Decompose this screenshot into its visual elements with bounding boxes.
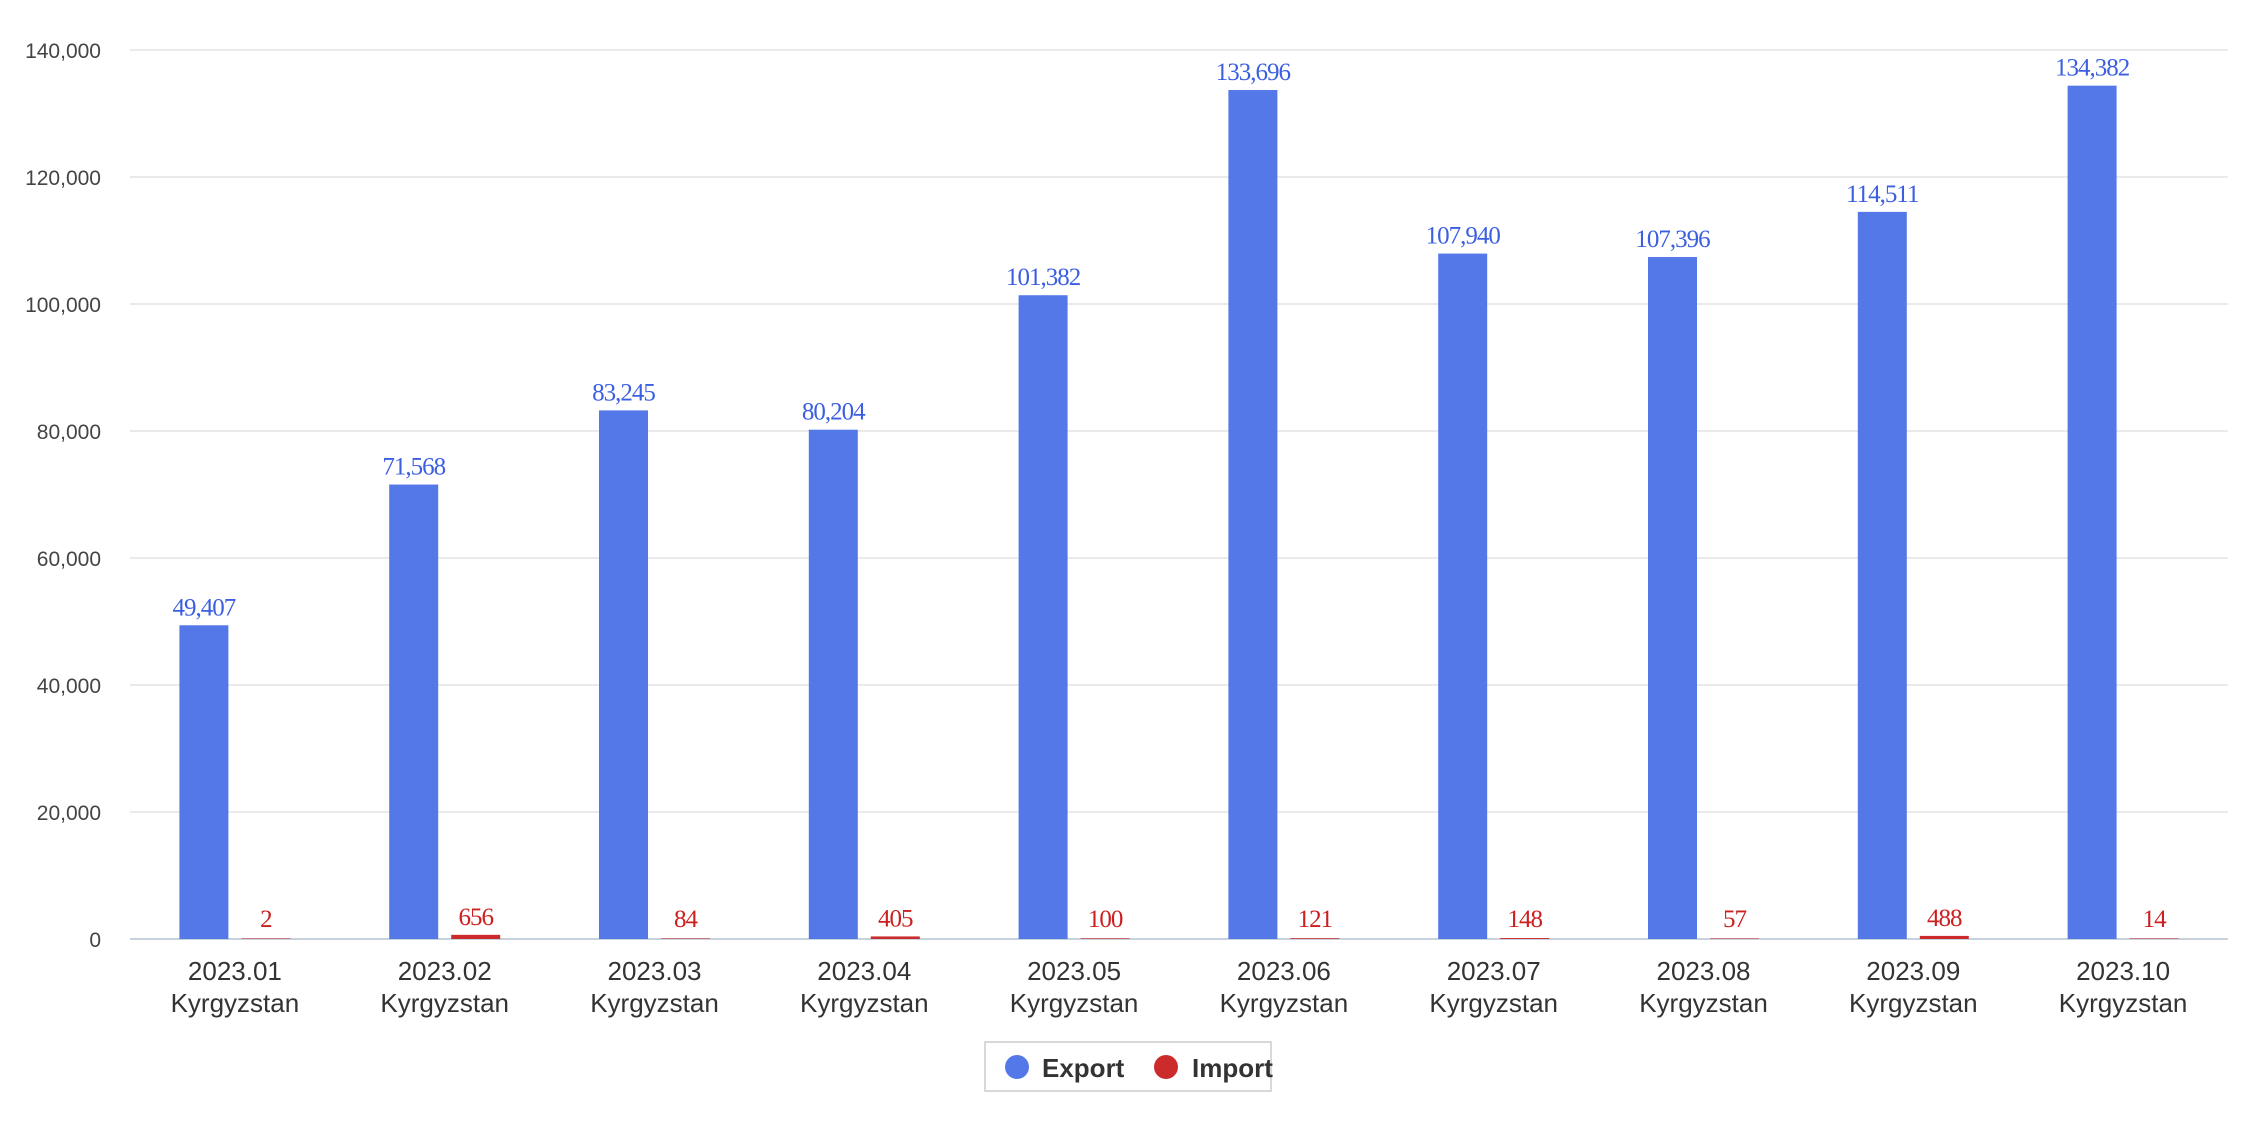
data-label-import: 100 xyxy=(1088,906,1123,933)
bar-export[interactable] xyxy=(599,410,648,939)
x-tick-label-period: 2023.03 xyxy=(608,956,702,986)
y-axis: 0 20,000 40,000 60,000 80,000 100,000 120,000 1… xyxy=(25,40,2228,952)
data-label-import: 14 xyxy=(2143,906,2168,933)
data-label-import: 84 xyxy=(674,906,699,933)
data-label-export: 107,396 xyxy=(1635,226,1710,253)
bar-export[interactable] xyxy=(1648,257,1697,939)
x-tick-label-period: 2023.08 xyxy=(1657,956,1751,986)
x-tick-label-country: Kyrgyzstan xyxy=(380,988,509,1018)
data-label-export: 134,382 xyxy=(2055,55,2130,82)
data-label-export: 49,407 xyxy=(173,594,236,621)
x-tick-label-period: 2023.06 xyxy=(1237,956,1331,986)
x-tick-label-period: 2023.04 xyxy=(817,956,911,986)
y-tick-label: 120,000 xyxy=(25,167,101,190)
legend: Export Import xyxy=(984,1041,1273,1092)
bar-export[interactable] xyxy=(179,625,229,939)
legend-export-label[interactable]: Export xyxy=(1042,1053,1125,1083)
x-tick-label-period: 2023.10 xyxy=(2076,956,2170,986)
data-label-import: 148 xyxy=(1507,906,1542,933)
bar-import[interactable] xyxy=(451,934,501,939)
bar-import[interactable] xyxy=(1919,935,1969,939)
bar-export[interactable] xyxy=(1438,253,1488,939)
data-label-import: 405 xyxy=(878,905,913,932)
data-label-export: 133,696 xyxy=(1216,59,1291,86)
data-label-export: 83,245 xyxy=(592,379,655,406)
y-tick-label: 40,000 xyxy=(37,675,101,698)
x-tick-label-country: Kyrgyzstan xyxy=(1429,988,1558,1018)
bar-import[interactable] xyxy=(241,938,291,940)
y-tick-label: 0 xyxy=(89,929,101,952)
data-label-export: 101,382 xyxy=(1006,264,1081,291)
x-tick-label-country: Kyrgyzstan xyxy=(171,988,300,1018)
x-tick-label-period: 2023.01 xyxy=(188,956,282,986)
legend-box xyxy=(984,1041,1272,1092)
bar-import[interactable] xyxy=(1500,938,1550,939)
data-label-export: 107,940 xyxy=(1426,223,1501,250)
y-tick-label: 20,000 xyxy=(37,802,101,825)
bar-import[interactable] xyxy=(2129,938,2179,940)
y-tick-label: 140,000 xyxy=(25,40,101,63)
bar-import[interactable] xyxy=(1080,938,1130,939)
x-tick-label-period: 2023.02 xyxy=(398,956,492,986)
bar-import[interactable] xyxy=(661,938,710,939)
data-labels: 49,407 2 71,568 656 83,245 84 80,204 405 101,382… xyxy=(173,55,2169,933)
data-label-import: 121 xyxy=(1298,906,1333,933)
data-label-export: 71,568 xyxy=(382,454,445,481)
x-tick-label-country: Kyrgyzstan xyxy=(2059,988,2188,1018)
data-label-export: 114,511 xyxy=(1846,181,1918,208)
data-label-import: 656 xyxy=(458,904,493,931)
bar-export[interactable] xyxy=(1857,211,1907,939)
x-tick-label-country: Kyrgyzstan xyxy=(800,988,929,1018)
x-tick-label-country: Kyrgyzstan xyxy=(1639,988,1768,1018)
y-tick-label: 100,000 xyxy=(25,294,101,317)
x-tick-label-country: Kyrgyzstan xyxy=(1220,988,1349,1018)
bar-export[interactable] xyxy=(1228,90,1278,940)
bar-export[interactable] xyxy=(808,429,858,939)
y-tick-label: 80,000 xyxy=(37,421,101,444)
x-tick-label-period: 2023.07 xyxy=(1447,956,1541,986)
x-tick-label-period: 2023.09 xyxy=(1866,956,1960,986)
y-tick-label: 60,000 xyxy=(37,548,101,571)
data-label-import: 488 xyxy=(1927,905,1962,932)
legend-export-marker[interactable] xyxy=(1005,1055,1029,1079)
bar-export[interactable] xyxy=(389,484,439,939)
x-tick-label-period: 2023.05 xyxy=(1027,956,1121,986)
data-label-export: 80,204 xyxy=(802,399,866,426)
bar-import[interactable] xyxy=(1290,938,1340,939)
x-axis: 2023.01Kyrgyzstan2023.02Kyrgyzstan2023.0… xyxy=(171,956,2188,1018)
bar-import[interactable] xyxy=(1710,938,1759,940)
data-label-import: 2 xyxy=(260,906,272,933)
bar-import[interactable] xyxy=(870,936,920,939)
x-tick-label-country: Kyrgyzstan xyxy=(1010,988,1139,1018)
data-label-import: 57 xyxy=(1723,906,1747,933)
legend-import-marker[interactable] xyxy=(1154,1055,1178,1079)
legend-import-label[interactable]: Import xyxy=(1192,1053,1273,1083)
bar-export[interactable] xyxy=(2067,85,2117,939)
x-tick-label-country: Kyrgyzstan xyxy=(590,988,719,1018)
bars xyxy=(179,85,2179,940)
x-tick-label-country: Kyrgyzstan xyxy=(1849,988,1978,1018)
gridlines xyxy=(130,49,2228,813)
bar-export[interactable] xyxy=(1018,295,1068,939)
